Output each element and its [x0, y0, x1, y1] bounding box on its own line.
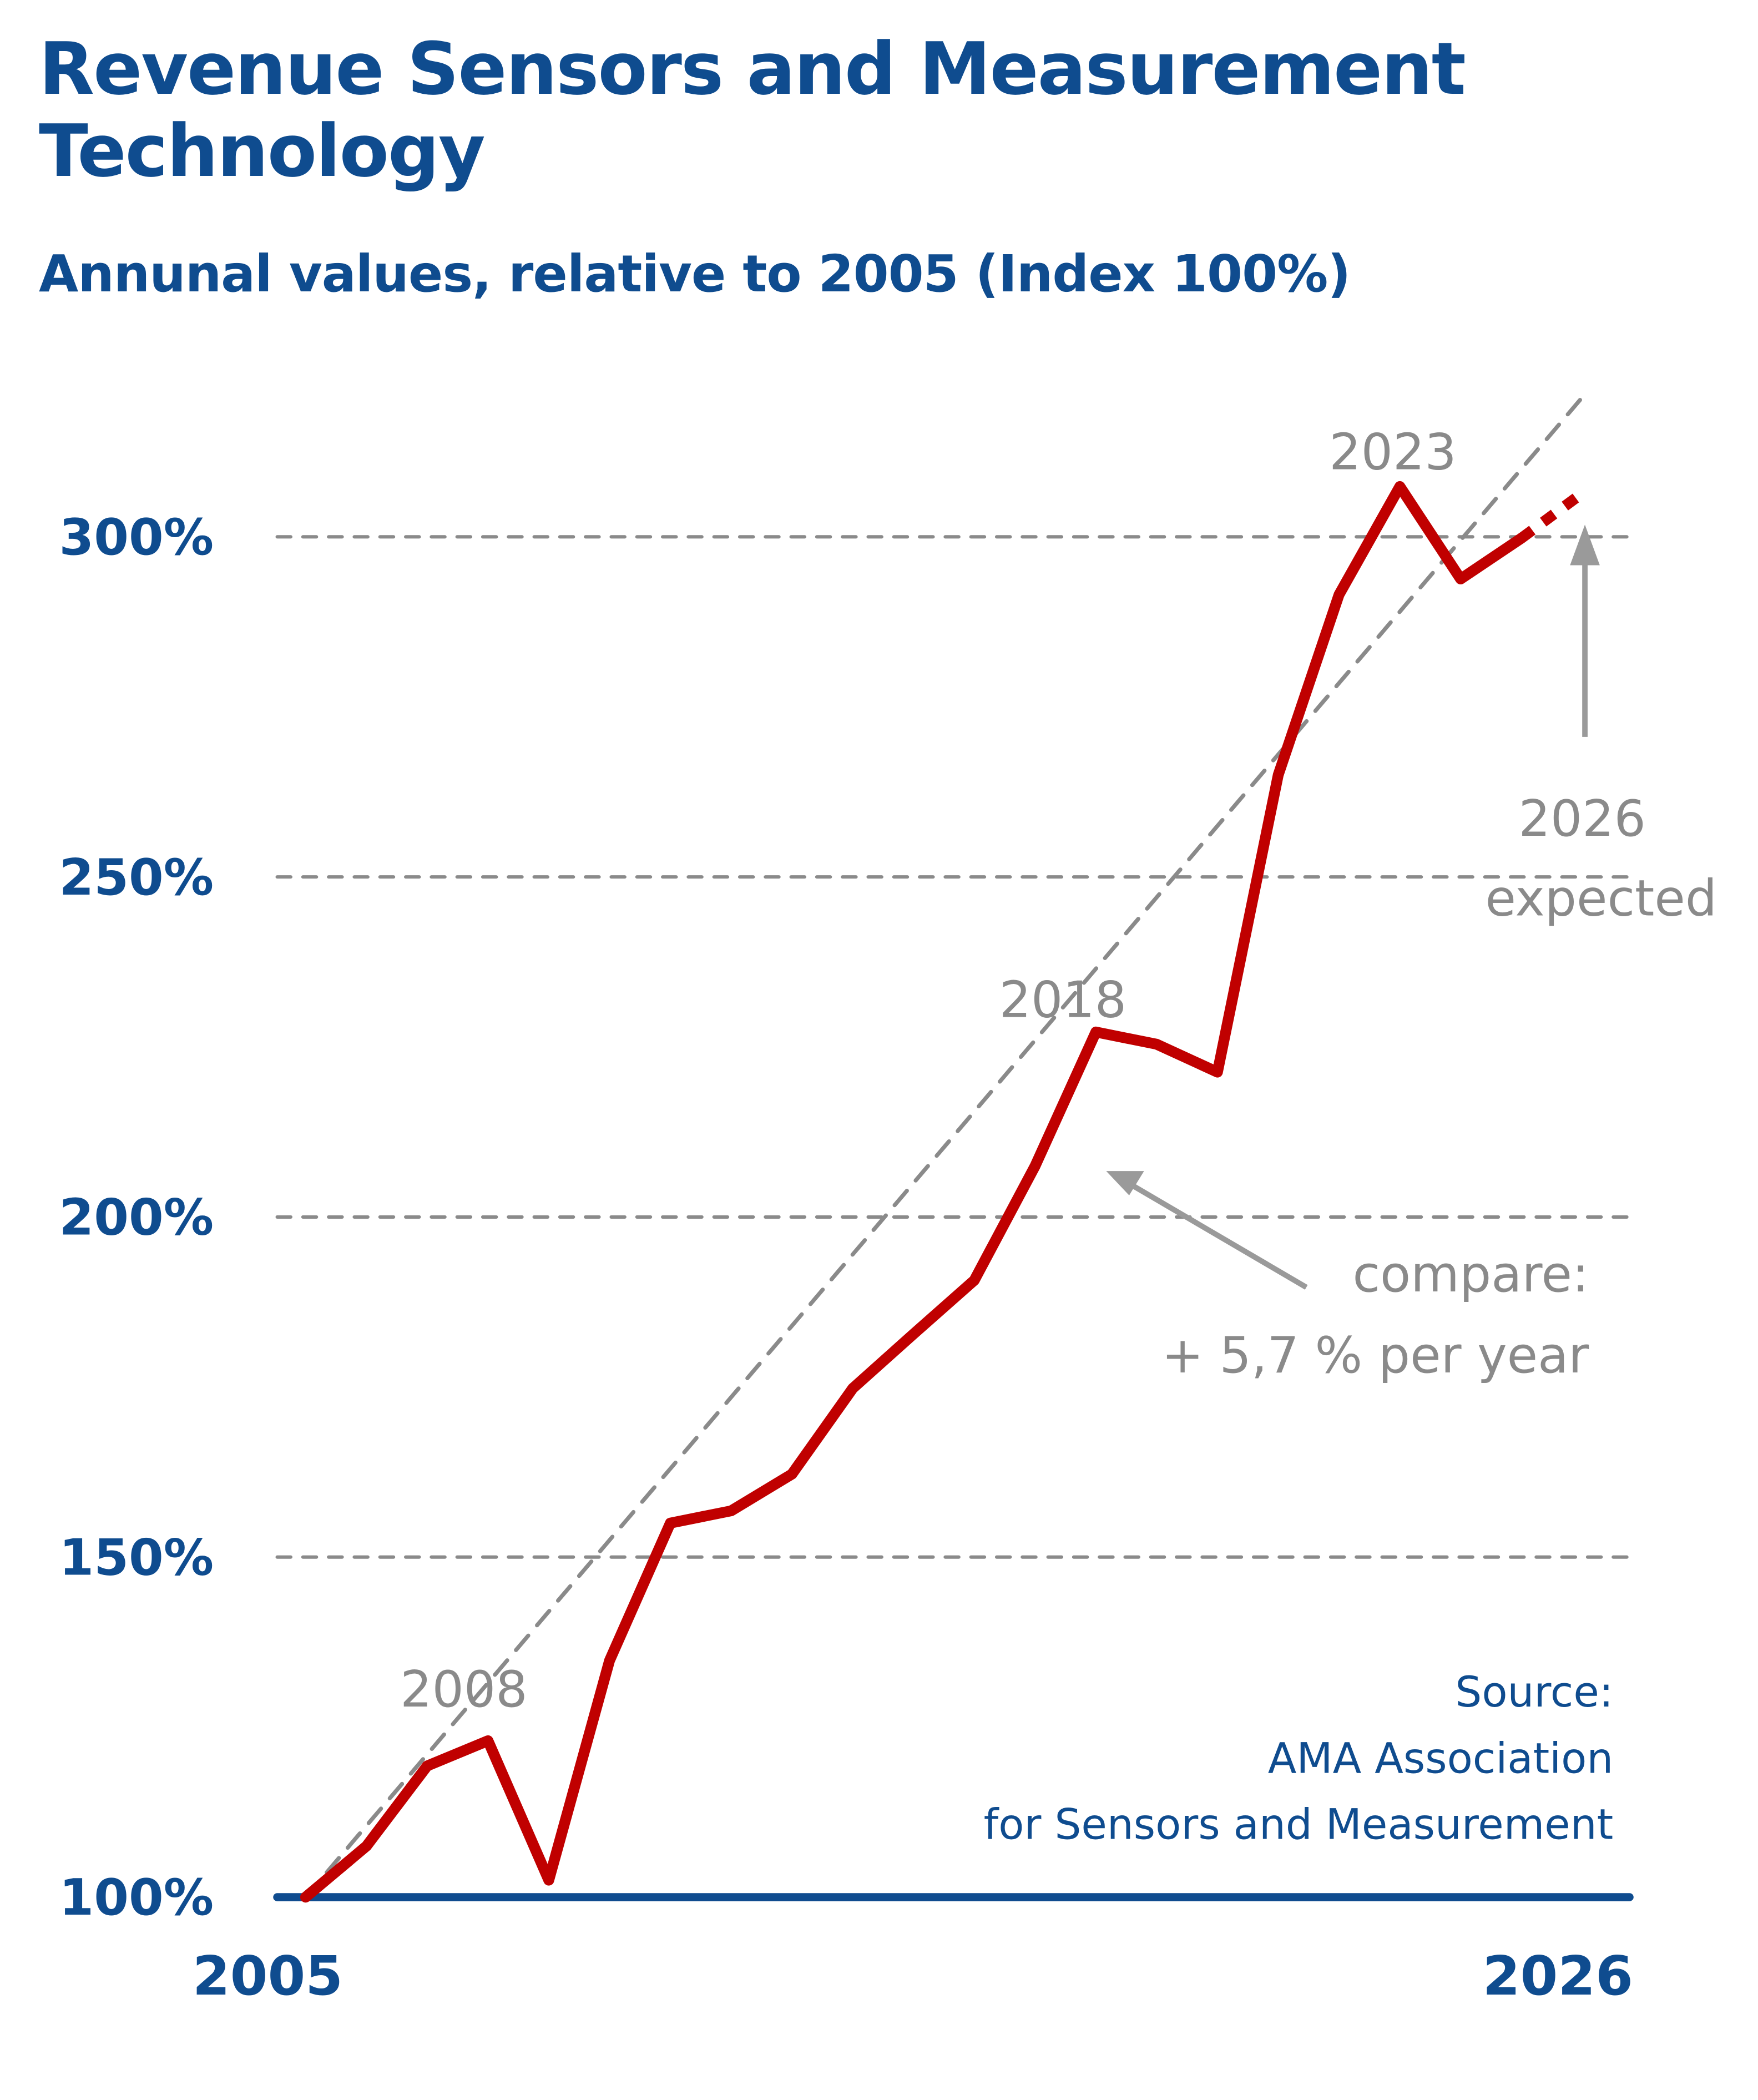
annotation-2008: 2008 — [400, 1660, 527, 1719]
y-tick-label: 150% — [59, 1528, 214, 1587]
annotation-compare: compare: — [1352, 1245, 1589, 1304]
annotation-expected: expected — [1486, 870, 1717, 928]
y-axis-ticks: 100% 150% 200% 250% 300% — [59, 508, 214, 1927]
source-organization: AMA Association — [1268, 1734, 1613, 1783]
y-tick-label: 200% — [59, 1189, 214, 1247]
y-tick-label: 250% — [59, 849, 214, 907]
chart-subtitle: Annunal values, relative to 2005 (Index … — [39, 244, 1351, 304]
source-label: Source: — [1455, 1668, 1613, 1717]
y-tick-label: 100% — [59, 1869, 214, 1927]
x-tick-label: 2005 — [193, 1945, 343, 2007]
trend-line — [304, 395, 1584, 1900]
arrow-trend-shaft — [1131, 1183, 1308, 1290]
arrow-up-left-icon — [1106, 1171, 1144, 1195]
arrow-up-icon — [1570, 524, 1600, 566]
source-organization-line2: for Sensors and Measurement — [984, 1800, 1614, 1849]
arrow-trend — [1106, 1171, 1308, 1290]
series-line-expected — [1518, 489, 1585, 543]
annotation-2023: 2023 — [1329, 423, 1456, 481]
arrow-expected — [1570, 524, 1600, 737]
chart-title: Revenue Sensors and Measurement Technolo… — [39, 27, 1466, 193]
annotation-2018: 2018 — [999, 971, 1126, 1029]
x-axis-ticks: 2005 2026 — [193, 1945, 1633, 2007]
gridlines — [275, 535, 1631, 1559]
x-tick-label: 2026 — [1483, 1945, 1633, 2007]
annotation-growth-rate: + 5,7 % per year — [1161, 1326, 1589, 1385]
series-line-actual — [300, 481, 1527, 1903]
y-tick-label: 300% — [59, 508, 214, 567]
annotation-2026: 2026 — [1518, 790, 1645, 848]
